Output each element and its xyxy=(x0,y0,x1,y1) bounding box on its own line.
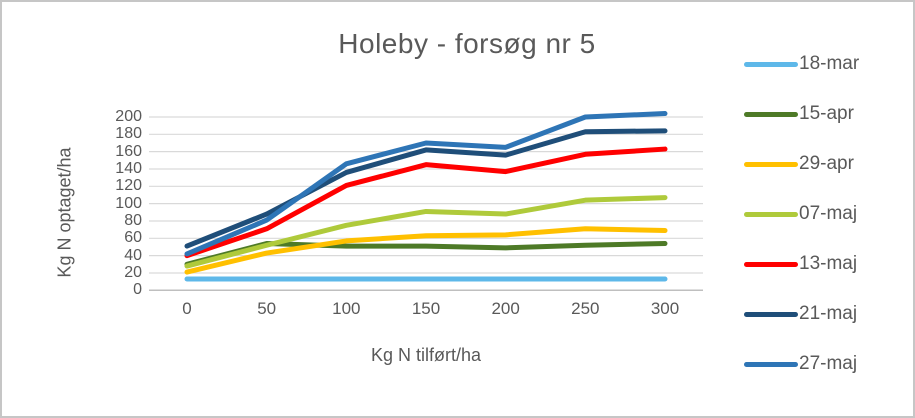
legend-label: 07-maj xyxy=(799,203,858,224)
y-tick-label: 40 xyxy=(124,246,142,264)
legend-item-15-apr: 15-apr xyxy=(744,89,859,139)
legend: 18-mar 15-apr 29-apr 07-maj 13-maj 21-maj 27-m… xyxy=(744,39,859,389)
x-tick-label: 50 xyxy=(257,299,277,318)
y-tick-label: 60 xyxy=(124,229,142,247)
y-tick-label: 100 xyxy=(115,194,142,212)
series-line-27-maj xyxy=(184,111,668,257)
legend-line-swatch-icon xyxy=(744,61,798,67)
y-tick-label: 20 xyxy=(124,263,142,281)
legend-label: 29-apr xyxy=(799,153,854,174)
y-tick-label: 200 xyxy=(115,108,142,125)
legend-item-18-mar: 18-mar xyxy=(744,39,859,89)
legend-line-swatch-icon xyxy=(744,261,798,267)
legend-item-27-maj: 27-maj xyxy=(744,339,859,389)
legend-label: 27-maj xyxy=(799,353,858,374)
y-tick-label: 120 xyxy=(115,177,142,195)
y-tick-label: 140 xyxy=(115,159,142,177)
legend-line-swatch-icon xyxy=(744,111,798,117)
series-line-21-maj xyxy=(184,128,668,249)
y-tick-label: 160 xyxy=(115,142,142,160)
x-tick-label: 150 xyxy=(411,299,441,318)
chart-title: Holeby - forsøg nr 5 xyxy=(338,28,596,59)
series-line-29-apr xyxy=(184,226,668,275)
y-tick-label: 0 xyxy=(133,281,142,299)
legend-line-swatch-icon xyxy=(744,361,798,367)
legend-item-29-apr: 29-apr xyxy=(744,139,859,189)
y-tick-label: 180 xyxy=(115,125,142,143)
series-line-13-maj xyxy=(184,146,668,259)
x-tick-label: 100 xyxy=(332,299,361,318)
legend-item-21-maj: 21-maj xyxy=(744,289,859,339)
x-axis-title: Kg N tilført/ha xyxy=(370,345,482,365)
legend-line-swatch-icon xyxy=(744,211,798,217)
legend-line-swatch-icon xyxy=(744,161,798,167)
x-tick-label: 200 xyxy=(491,299,520,318)
legend-label: 21-maj xyxy=(799,303,858,324)
legend-label: 13-maj xyxy=(799,253,858,274)
legend-item-13-maj: 13-maj xyxy=(744,239,859,289)
y-tick-label: 80 xyxy=(124,211,142,229)
x-tick-label: 300 xyxy=(650,299,680,318)
legend-item-07-maj: 07-maj xyxy=(744,189,859,239)
series-line-07-maj xyxy=(184,195,668,269)
legend-label: 15-apr xyxy=(799,103,854,124)
legend-line-swatch-icon xyxy=(744,311,798,317)
x-tick-label: 250 xyxy=(571,299,600,318)
legend-label: 18-mar xyxy=(799,53,860,74)
x-tick-label: 0 xyxy=(182,299,192,318)
